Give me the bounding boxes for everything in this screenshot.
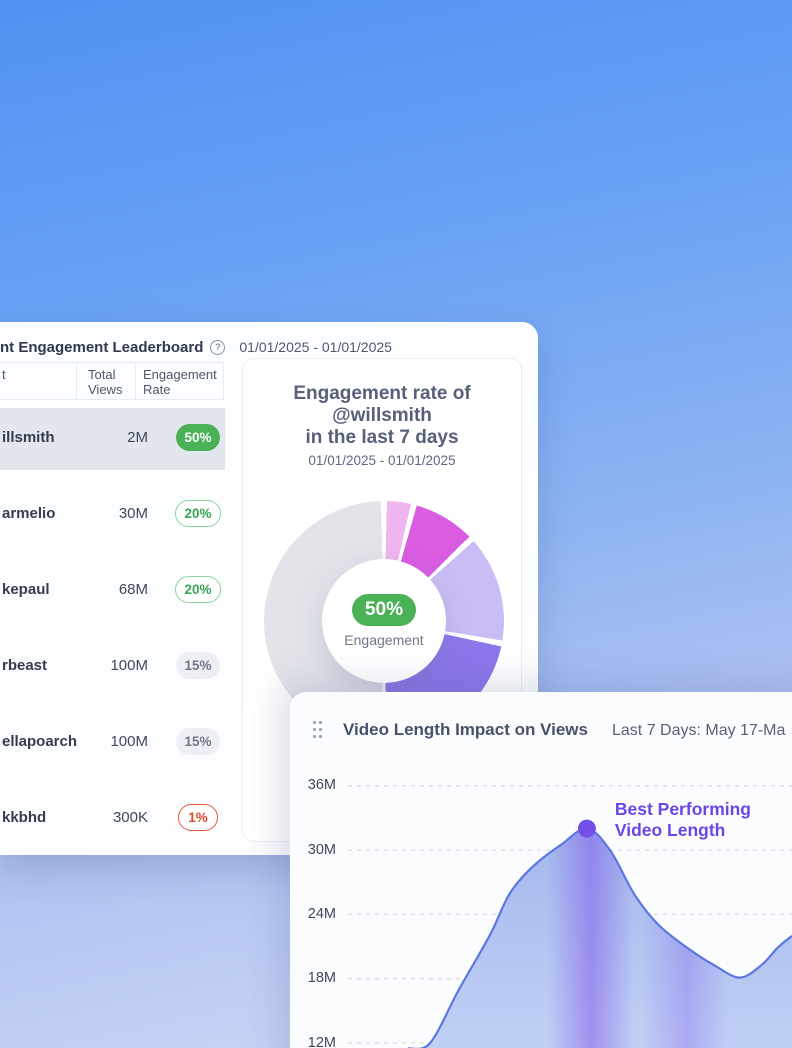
trend-line — [407, 827, 792, 1048]
column-header-engagement-rate: Engagement Rate — [136, 363, 224, 399]
table-row[interactable]: kepaul 68M 20% — [0, 552, 225, 628]
column-header-account: t — [0, 363, 77, 399]
donut-subtitle: 01/01/2025 - 01/01/2025 — [308, 453, 456, 468]
donut-title-block: Engagement rate of @willsmith in the las… — [243, 383, 521, 468]
engagement-badge: 20% — [175, 576, 221, 604]
donut-title-line2: @willsmith — [332, 405, 432, 426]
donut-title-line1: Engagement rate of — [293, 383, 471, 404]
drag-handle-icon[interactable] — [313, 721, 325, 739]
engagement-rate-pill: 50% — [351, 594, 417, 626]
table-body: illsmith 2M 50% armelio 30M 20% kepaul 6… — [0, 400, 225, 855]
donut-title-line3: in the last 7 days — [305, 427, 459, 448]
leaderboard-header: nt Engagement Leaderboard ? 01/01/2025 -… — [0, 337, 392, 357]
video-length-card: Video Length Impact on Views Last 7 Days… — [290, 692, 792, 1048]
peak-annotation: Best Performing Video Length — [615, 799, 751, 842]
column-header-total-views: Total Views — [77, 363, 136, 399]
peak-marker-dot — [577, 819, 596, 838]
leaderboard-date-range: 01/01/2025 - 01/01/2025 — [239, 339, 392, 355]
total-views-value: 300K — [112, 808, 148, 826]
account-name: ellapoarch — [2, 732, 78, 750]
engagement-badge: 1% — [178, 803, 218, 831]
table-row[interactable]: kkbhd 300K 1% — [0, 779, 225, 855]
help-icon[interactable]: ? — [210, 339, 226, 355]
account-name: armelio — [2, 505, 56, 523]
engagement-badge: 15% — [176, 727, 220, 755]
total-views-value: 2M — [127, 429, 148, 447]
account-name: kkbhd — [2, 808, 47, 826]
table-row[interactable]: ellapoarch 100M 15% — [0, 703, 225, 779]
total-views-value: 68M — [118, 581, 148, 599]
secondary-highlight-band — [642, 902, 730, 1048]
y-axis-label: 24M — [307, 905, 336, 922]
account-name: kepaul — [2, 581, 50, 599]
table-row[interactable]: armelio 30M 20% — [0, 476, 225, 552]
y-axis-label: 12M — [307, 1034, 336, 1048]
leaderboard-title: nt Engagement Leaderboard — [0, 338, 204, 356]
engagement-badge: 20% — [175, 500, 221, 528]
total-views-value: 30M — [118, 505, 148, 523]
account-name: rbeast — [2, 656, 48, 674]
account-name: illsmith — [2, 429, 55, 447]
donut-center: 50% Engagement — [322, 559, 446, 683]
y-axis-label: 18M — [307, 970, 336, 987]
table-row[interactable]: rbeast 100M 15% — [0, 627, 225, 703]
annotation-line1: Best Performing — [614, 798, 751, 819]
y-axis-label: 36M — [307, 777, 336, 794]
table-header: t Total Views Engagement Rate — [0, 362, 225, 400]
engagement-rate-label: Engagement — [344, 632, 424, 648]
engagement-badge: 15% — [176, 651, 220, 679]
video-card-period: Last 7 Days: May 17-Ma — [612, 722, 786, 739]
engagement-badge: 50% — [176, 424, 220, 452]
video-card-title: Video Length Impact on Views — [343, 720, 588, 739]
total-views-value: 100M — [110, 656, 148, 674]
area-chart — [348, 785, 792, 1048]
annotation-line2: Video Length — [614, 820, 726, 841]
total-views-value: 100M — [110, 732, 148, 750]
y-axis-label: 30M — [307, 841, 336, 858]
table-row[interactable]: illsmith 2M 50% — [0, 400, 225, 476]
